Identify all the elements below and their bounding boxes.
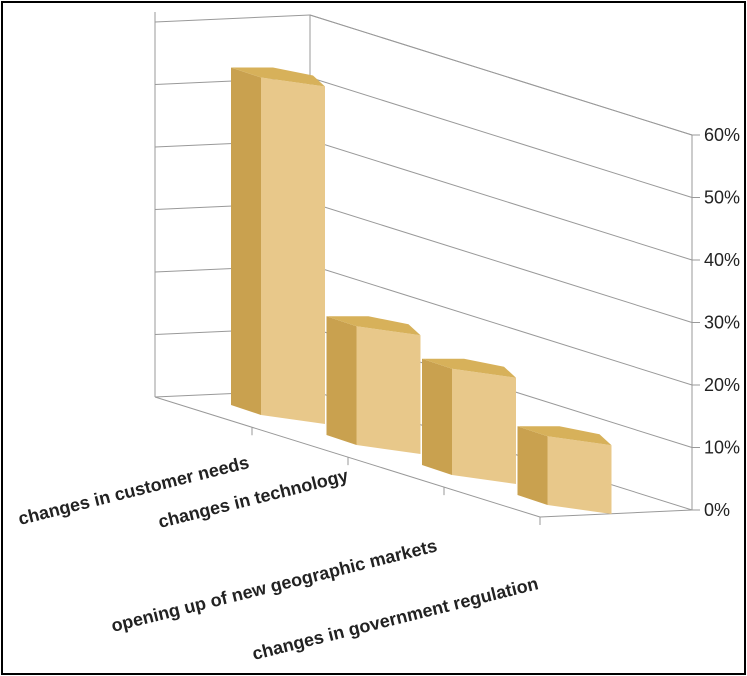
- back-wall-gridline: [309, 77, 693, 198]
- y-tick-label: 50%: [704, 188, 740, 208]
- bar-front-face: [547, 436, 612, 514]
- bar-side-face: [231, 67, 261, 415]
- y-tick-label: 40%: [704, 250, 740, 270]
- bar-front-face: [356, 326, 421, 454]
- bar-4: [517, 426, 612, 514]
- bar-2: [326, 316, 421, 454]
- bar-front-face: [452, 368, 516, 484]
- back-wall-gridline: [309, 264, 693, 386]
- y-tick-label: 10%: [704, 438, 740, 458]
- bars-layer: [231, 67, 612, 514]
- left-wall-gridline: [154, 14, 311, 23]
- y-tick-labels: 0% 10% 20% 30% 40% 50% 60%: [704, 125, 740, 520]
- y-tick-label: 60%: [704, 125, 740, 145]
- bar-side-face: [326, 316, 357, 445]
- back-wall-gridline: [309, 202, 693, 323]
- back-wall-gridline: [309, 14, 693, 136]
- bar-1: [231, 67, 325, 424]
- y-tick-label: 20%: [704, 375, 740, 395]
- y-tick-label: 0%: [704, 500, 730, 520]
- back-wall-gridline: [309, 139, 693, 261]
- bar-top-face: [326, 316, 421, 336]
- bar-top-face: [422, 358, 516, 378]
- bar-side-face: [422, 358, 452, 475]
- bar-side-face: [517, 426, 548, 505]
- bar-top-face: [517, 426, 612, 446]
- bar-top-face: [231, 67, 325, 87]
- bar-3: [422, 358, 516, 484]
- floor-right-edge: [539, 509, 693, 518]
- y-tick-label: 30%: [704, 313, 740, 333]
- bar-front-face: [261, 77, 325, 424]
- floor-front-edge: [154, 396, 541, 518]
